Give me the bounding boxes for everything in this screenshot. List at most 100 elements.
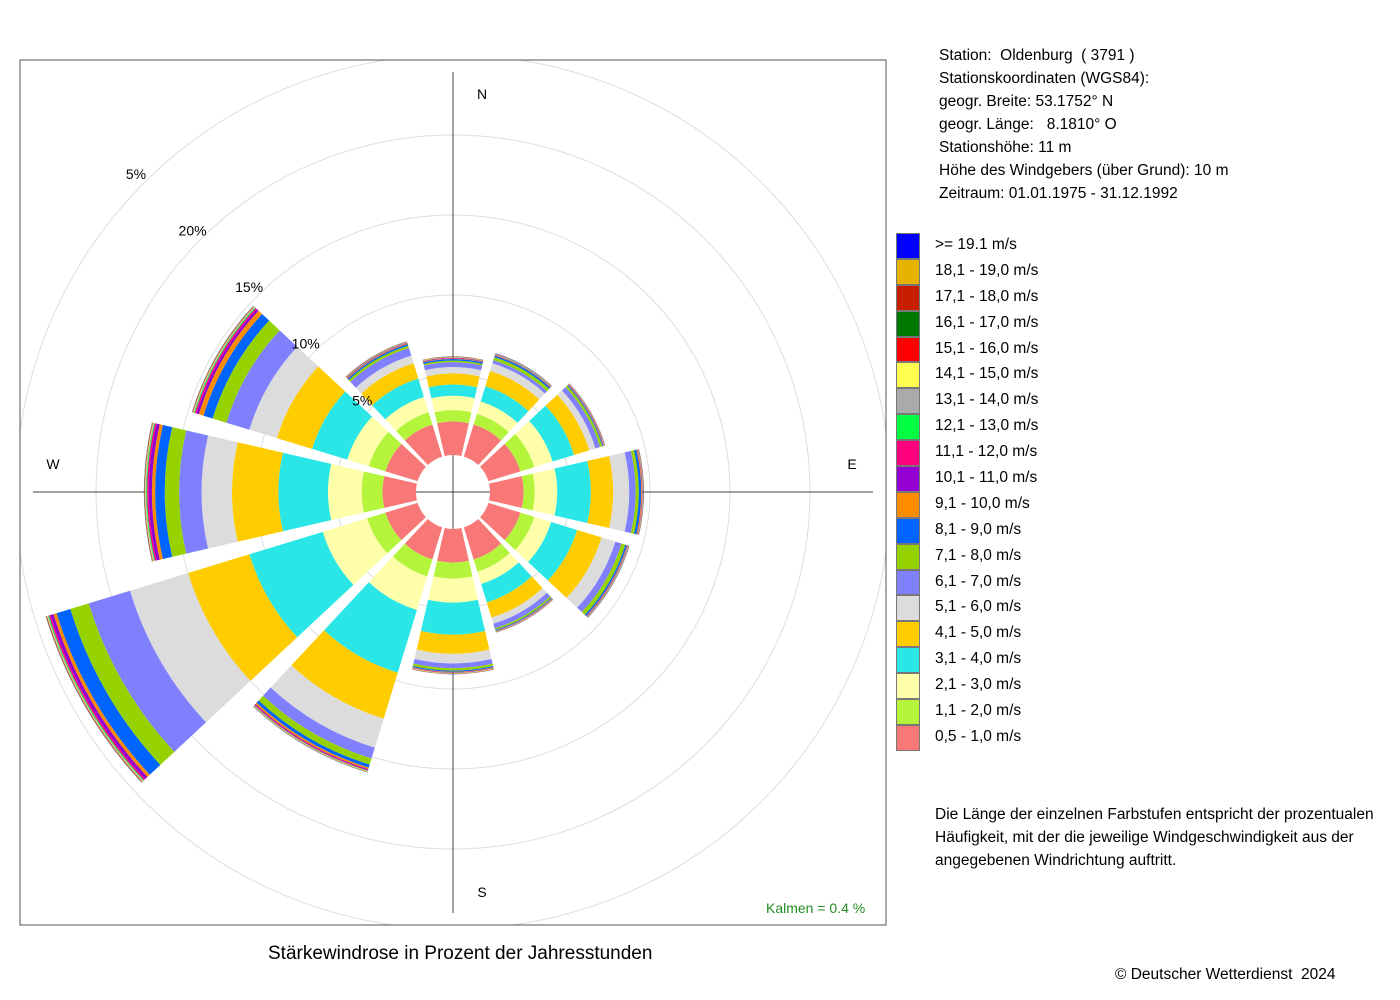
sector-150-band-3 (481, 562, 532, 603)
sector-210-deg (252, 519, 443, 773)
sector-180-band-18 (412, 669, 494, 675)
sector-270-band-12 (146, 423, 156, 561)
sector-60-band-4 (545, 394, 590, 455)
sector-90-band-15 (638, 449, 644, 535)
sector-180-band-11 (412, 667, 494, 673)
sector-180-band-5 (414, 649, 492, 664)
sector-330-deg (345, 341, 443, 465)
sector-270-band-19 (144, 422, 153, 562)
sector-180-band-17 (412, 669, 494, 674)
sector-330-band-1 (396, 412, 433, 441)
sector-120-band-7 (581, 543, 626, 615)
sector-0-band-16 (422, 356, 484, 361)
sector-90-band-11 (637, 449, 643, 535)
sector-30-band-1 (473, 413, 509, 441)
legend-swatch (896, 673, 920, 700)
sector-60-band-0 (480, 443, 521, 482)
sector-270-band-17 (144, 422, 153, 562)
legend-label: 6,1 - 7,0 m/s (935, 572, 1022, 590)
sector-270-band-1 (361, 471, 385, 513)
sector-60-band-7 (565, 385, 603, 448)
sector-180-deg (412, 528, 494, 675)
sector-210-band-4 (291, 630, 398, 719)
sector-0-band-11 (422, 357, 484, 362)
period: Zeitraum: 01.01.1975 - 31.12.1992 (939, 185, 1178, 202)
sector-150-band-7 (494, 596, 552, 630)
sector-0-band-5 (424, 366, 482, 377)
sector-90-band-19 (638, 449, 644, 535)
sector-330-band-3 (372, 378, 424, 420)
ring-label-1: 10% (292, 336, 320, 352)
sector-30-band-3 (480, 386, 529, 423)
legend-label: 9,1 - 10,0 m/s (935, 494, 1030, 512)
sector-60-band-5 (557, 390, 596, 451)
sector-0-band-6 (423, 362, 483, 371)
wind-rose-chart: 5% 10% 15% 20% 5% N E S W Kalmen = 0.4 % (19, 59, 887, 926)
ring-labels: 5% 10% 15% 20% 5% (126, 166, 373, 408)
sector-0-band-17 (422, 356, 484, 361)
sector-270-band-2 (327, 463, 364, 521)
plot-frame (19, 59, 887, 926)
copyright: © Deutscher Wetterdienst 2024 (1115, 966, 1336, 983)
sector-300-band-0 (385, 443, 426, 482)
sector-210-band-8 (256, 700, 370, 768)
legend-label: 3,1 - 4,0 m/s (935, 650, 1022, 668)
sector-270-band-14 (145, 422, 154, 562)
ring-label-2: 15% (235, 279, 263, 295)
sector-0-band-3 (428, 384, 478, 399)
sector-90-band-9 (636, 449, 643, 535)
legend-swatch (896, 543, 920, 570)
sector-180-band-15 (412, 668, 494, 674)
legend-swatch (896, 724, 920, 751)
sector-150-band-0 (463, 519, 502, 560)
sector-270-band-6 (179, 430, 209, 554)
sector-240-band-1 (367, 512, 402, 554)
station-name: Station: Oldenburg ( 3791 ) (939, 47, 1135, 64)
calm-percentage: Kalmen = 0.4 % (766, 900, 865, 916)
longitude: geogr. Länge: 8.1810° O (939, 116, 1117, 133)
sector-300-band-5 (249, 346, 319, 439)
sector-180-band-13 (412, 668, 494, 674)
legend-label: 2,1 - 3,0 m/s (935, 676, 1022, 694)
sector-180-band-16 (412, 668, 494, 674)
sector-0-band-7 (423, 360, 483, 366)
sector-180-band-6 (413, 659, 493, 669)
sector-60-band-1 (504, 434, 535, 472)
legend-label: 8,1 - 9,0 m/s (935, 520, 1022, 538)
sector-0-band-12 (422, 357, 484, 362)
sector-60-deg (480, 383, 606, 482)
legend-swatch (896, 621, 920, 648)
sector-270-band-5 (201, 435, 238, 549)
sector-330-band-6 (350, 347, 412, 388)
sector-30-band-4 (485, 370, 540, 412)
legend-label: 12,1 - 13,0 m/s (935, 417, 1039, 435)
sector-90-band-2 (532, 468, 558, 516)
sector-180-band-7 (412, 663, 494, 671)
sector-180-band-2 (428, 576, 478, 603)
sector-240-band-8 (56, 609, 161, 775)
sector-180-band-3 (420, 599, 486, 635)
sector-0-band-10 (422, 358, 484, 362)
sector-150-band-6 (493, 592, 551, 629)
sector-90-band-12 (637, 449, 643, 535)
sector-150-deg (463, 519, 554, 633)
sector-60-band-6 (561, 387, 601, 449)
sector-180-band-1 (433, 560, 473, 579)
sector-30-band-8 (494, 355, 551, 389)
sector-210-band-2 (368, 556, 428, 611)
legend-label: 17,1 - 18,0 m/s (935, 287, 1039, 305)
sector-240-band-0 (385, 502, 426, 541)
direction-label-E: E (847, 456, 856, 472)
sector-0-band-0 (437, 421, 469, 456)
sector-270-band-10 (148, 423, 160, 561)
sector-300-band-7 (212, 320, 280, 423)
sector-240-band-4 (188, 554, 298, 681)
sector-0-band-14 (422, 357, 484, 361)
wind-sectors (45, 305, 644, 783)
legend-swatch (896, 517, 920, 544)
sector-240-band-6 (88, 590, 206, 752)
sector-90-band-14 (638, 449, 644, 535)
legend-swatch (896, 284, 920, 311)
sector-240-band-3 (249, 531, 354, 638)
legend-swatch (896, 647, 920, 674)
